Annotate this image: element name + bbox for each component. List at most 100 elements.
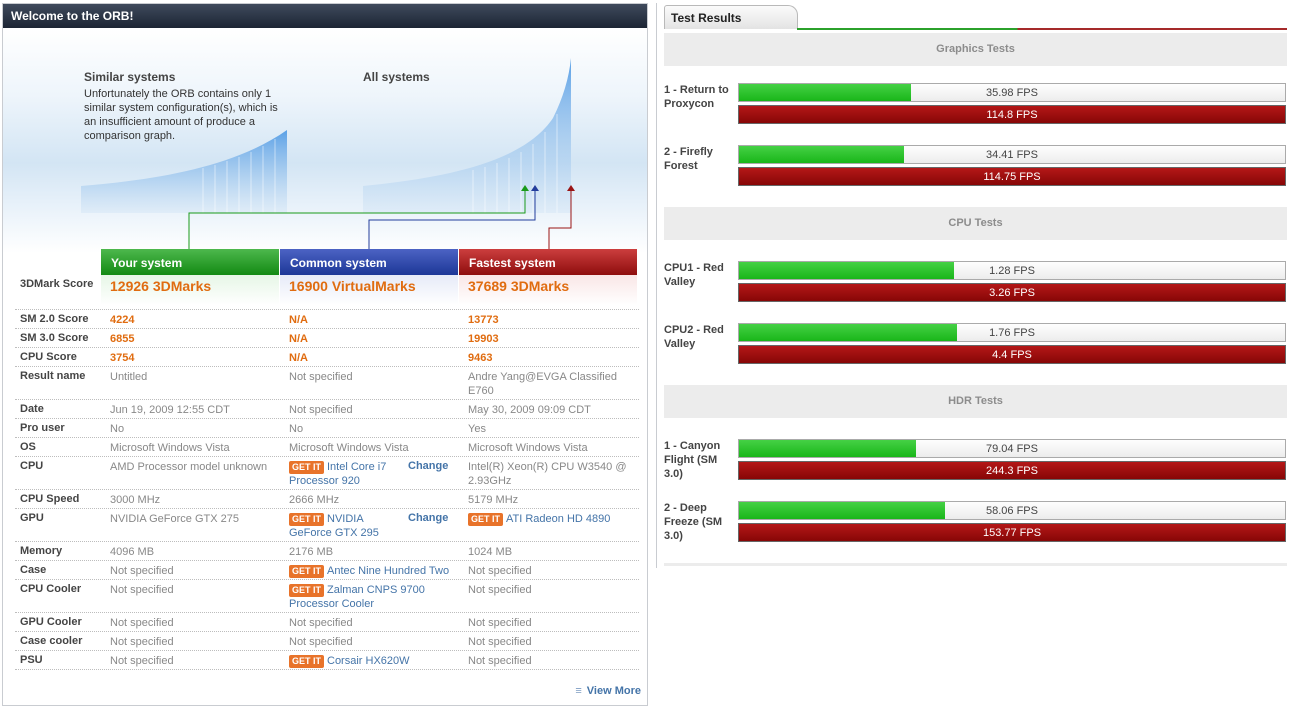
row-label: GPU Cooler bbox=[20, 616, 82, 628]
tab-test-results[interactable]: Test Results bbox=[664, 5, 798, 29]
common-cpu-link[interactable]: Intel Core i7 Processor 920 bbox=[289, 461, 387, 487]
your-value: 12926 3DMarks bbox=[110, 278, 212, 294]
row-label: 3DMark Score bbox=[20, 278, 94, 290]
change-cpu-link[interactable]: Change bbox=[408, 460, 449, 472]
your-score-bar: 79.04 FPS bbox=[738, 439, 1286, 458]
table-row: Memory 4096 MB 2176 MB 1024 MB bbox=[15, 542, 639, 561]
fastest-value: Intel(R) Xeon(R) CPU W3540 @ 2.93GHz bbox=[468, 461, 627, 487]
row-label: CPU bbox=[20, 460, 44, 472]
common-cooler-link[interactable]: Zalman CNPS 9700 Processor Cooler bbox=[289, 584, 425, 610]
fastest-value: Not specified bbox=[468, 565, 532, 577]
common-value: Microsoft Windows Vista bbox=[289, 442, 409, 454]
fastest-value: 1024 MB bbox=[468, 546, 513, 558]
common-value: Not specified bbox=[289, 636, 353, 648]
common-value: 2176 MB bbox=[289, 546, 334, 558]
table-row: OS Microsoft Windows Vista Microsoft Win… bbox=[15, 438, 639, 457]
row-label: Pro user bbox=[20, 422, 65, 434]
your-score-value: 35.98 FPS bbox=[986, 87, 1038, 99]
common-value: Not specified bbox=[289, 371, 353, 383]
test-name: 1 - Canyon Flight (SM 3.0) bbox=[664, 440, 721, 480]
common-value: Not specified bbox=[289, 404, 353, 416]
table-row: Result name Untitled Not specified Andre… bbox=[15, 367, 639, 400]
row-label: CPU Score bbox=[20, 351, 77, 363]
get-it-badge[interactable]: GET IT bbox=[289, 513, 324, 526]
table-row: Pro user No No Yes bbox=[15, 419, 639, 438]
your-score-value: 58.06 FPS bbox=[986, 505, 1038, 517]
fastest-value: 13773 bbox=[468, 314, 499, 326]
table-row: PSU Not specified GET IT Corsair HX620W N… bbox=[15, 651, 639, 670]
fastest-value: May 30, 2009 09:09 CDT bbox=[468, 404, 591, 416]
fastest-score-bar: 4.4 FPS bbox=[738, 345, 1286, 364]
table-row: GPU NVIDIA GeForce GTX 275 GET IT NVIDIA … bbox=[15, 509, 639, 542]
similar-systems-title: Similar systems bbox=[84, 70, 176, 84]
row-label: SM 3.0 Score bbox=[20, 332, 89, 344]
common-value: 16900 VirtualMarks bbox=[289, 278, 416, 294]
your-score-value: 1.28 FPS bbox=[989, 265, 1035, 277]
your-value: Untitled bbox=[110, 371, 148, 383]
orb-panel: Welcome to the ORB! Similar systems Unfo… bbox=[2, 3, 648, 706]
table-row: SM 2.0 Score 4224 N/A 13773 bbox=[15, 310, 639, 329]
panel-header: Welcome to the ORB! bbox=[3, 4, 647, 28]
get-it-badge[interactable]: GET IT bbox=[289, 655, 324, 668]
your-score-fill bbox=[739, 146, 904, 163]
row-label: CPU Cooler bbox=[20, 583, 82, 595]
fastest-value: Not specified bbox=[468, 655, 532, 667]
your-value: Microsoft Windows Vista bbox=[110, 442, 230, 454]
table-row: Case Not specified GET IT Antec Nine Hund… bbox=[15, 561, 639, 580]
test-name: CPU2 - Red Valley bbox=[664, 324, 724, 350]
your-score-fill bbox=[739, 440, 916, 457]
get-it-badge[interactable]: GET IT bbox=[289, 584, 324, 597]
test-name: 2 - Firefly Forest bbox=[664, 146, 713, 172]
fastest-gpu-link[interactable]: ATI Radeon HD 4890 bbox=[506, 513, 611, 525]
fastest-score-bar: 114.8 FPS bbox=[738, 105, 1286, 124]
table-row: 3DMark Score 12926 3DMarks 16900 Virtual… bbox=[15, 275, 639, 310]
change-gpu-link[interactable]: Change bbox=[408, 512, 449, 524]
your-value: 3754 bbox=[110, 352, 135, 364]
common-value: N/A bbox=[289, 333, 308, 345]
common-value: GET IT NVIDIA GeForce GTX 295 bbox=[289, 512, 403, 540]
section-header: HDR Tests bbox=[664, 385, 1287, 418]
fastest-value: Andre Yang@EVGA Classified E760 bbox=[468, 371, 617, 397]
common-gpu-link[interactable]: NVIDIA GeForce GTX 295 bbox=[289, 513, 379, 539]
get-it-badge[interactable]: GET IT bbox=[468, 513, 503, 526]
fastest-value: Yes bbox=[468, 423, 486, 435]
fastest-value: Not specified bbox=[468, 636, 532, 648]
your-value: Not specified bbox=[110, 565, 174, 577]
test-name: CPU1 - Red Valley bbox=[664, 262, 724, 288]
row-label: Memory bbox=[20, 545, 63, 557]
common-psu-link[interactable]: Corsair HX620W bbox=[327, 655, 410, 667]
test-name: 2 - Deep Freeze (SM 3.0) bbox=[664, 502, 723, 542]
get-it-badge[interactable]: GET IT bbox=[289, 461, 324, 474]
table-row: GPU Cooler Not specified Not specified N… bbox=[15, 613, 639, 632]
common-system-connector bbox=[368, 188, 536, 250]
your-score-value: 1.76 FPS bbox=[989, 327, 1035, 339]
your-score-bar: 1.76 FPS bbox=[738, 323, 1286, 342]
your-score-bar: 35.98 FPS bbox=[738, 83, 1286, 102]
table-row: SM 3.0 Score 6855 N/A 19903 bbox=[15, 329, 639, 348]
your-value: Not specified bbox=[110, 617, 174, 629]
row-label: PSU bbox=[20, 654, 43, 666]
tab-underline bbox=[797, 28, 1287, 30]
table-row: CPU Speed 3000 MHz 2666 MHz 5179 MHz bbox=[15, 490, 639, 509]
row-label: SM 2.0 Score bbox=[20, 313, 89, 325]
your-score-value: 79.04 FPS bbox=[986, 443, 1038, 455]
your-value: 6855 bbox=[110, 333, 135, 345]
fastest-value: Not specified bbox=[468, 584, 532, 596]
fastest-score-bar: 3.26 FPS bbox=[738, 283, 1286, 302]
row-label: Date bbox=[20, 403, 44, 415]
your-system-connector bbox=[188, 188, 526, 250]
your-value: Not specified bbox=[110, 584, 174, 596]
table-row: CPU Cooler Not specified GET IT Zalman CN… bbox=[15, 580, 639, 613]
your-score-fill bbox=[739, 502, 946, 519]
fastest-value: GET IT ATI Radeon HD 4890 bbox=[468, 512, 640, 526]
common-case-link[interactable]: Antec Nine Hundred Two bbox=[327, 565, 450, 577]
test-results-panel: Test Results Graphics Tests 1 - Return t… bbox=[656, 3, 1290, 568]
row-label: GPU bbox=[20, 512, 44, 524]
section-header: CPU Tests bbox=[664, 207, 1287, 240]
get-it-badge[interactable]: GET IT bbox=[289, 565, 324, 578]
table-row: CPU AMD Processor model unknown GET IT In… bbox=[15, 457, 639, 490]
common-value: GET IT Corsair HX620W bbox=[289, 654, 461, 668]
row-label: CPU Speed bbox=[20, 493, 80, 505]
view-more-link[interactable]: ≡ View More bbox=[575, 685, 641, 697]
your-score-bar: 34.41 FPS bbox=[738, 145, 1286, 164]
